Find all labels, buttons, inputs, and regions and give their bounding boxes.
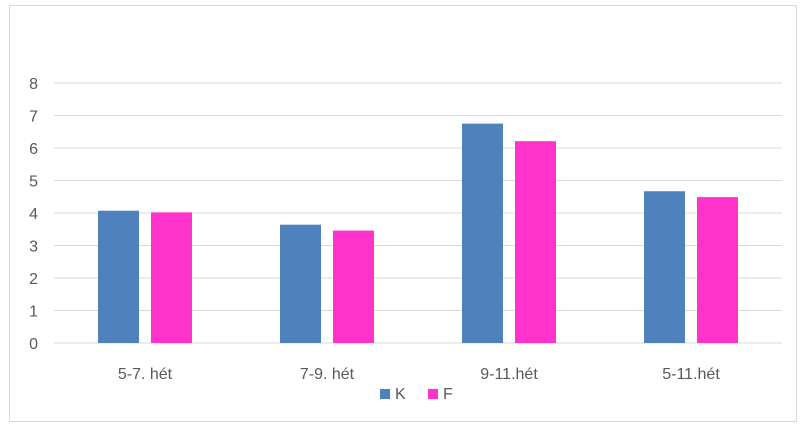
y-tick-label: 7 — [29, 109, 38, 126]
x-tick-label: 5-11.hét — [662, 366, 720, 383]
x-axis-tick-labels: 5-7. hét 7-9. hét 9-11.hét 5-11.hét — [118, 366, 720, 383]
y-tick-label: 2 — [29, 271, 38, 288]
x-tick-label: 5-7. hét — [118, 366, 173, 383]
y-tick-label: 4 — [29, 206, 38, 223]
bar-F-1 — [151, 212, 192, 343]
bar-K-3 — [462, 123, 503, 343]
bar-F-3 — [515, 141, 556, 343]
y-tick-label: 3 — [29, 239, 38, 256]
legend-label-K: K — [395, 386, 406, 403]
legend-swatch-F — [428, 389, 438, 399]
y-tick-label: 0 — [29, 336, 38, 353]
y-tick-label: 5 — [29, 174, 38, 191]
x-tick-label: 9-11.hét — [480, 366, 538, 383]
y-tick-label: 8 — [29, 76, 38, 93]
y-axis-tick-labels: 0 1 2 3 4 5 6 7 8 — [29, 76, 38, 353]
bar-K-2 — [280, 224, 321, 343]
bar-K-1 — [98, 210, 139, 343]
legend-swatch-K — [380, 389, 390, 399]
legend-label-F: F — [443, 386, 453, 403]
bar-F-2 — [333, 230, 374, 343]
bars — [98, 123, 738, 343]
x-tick-label: 7-9. hét — [300, 366, 355, 383]
bar-K-4 — [644, 191, 685, 343]
bar-F-4 — [697, 197, 738, 343]
y-tick-label: 6 — [29, 141, 38, 158]
y-tick-label: 1 — [29, 304, 38, 321]
